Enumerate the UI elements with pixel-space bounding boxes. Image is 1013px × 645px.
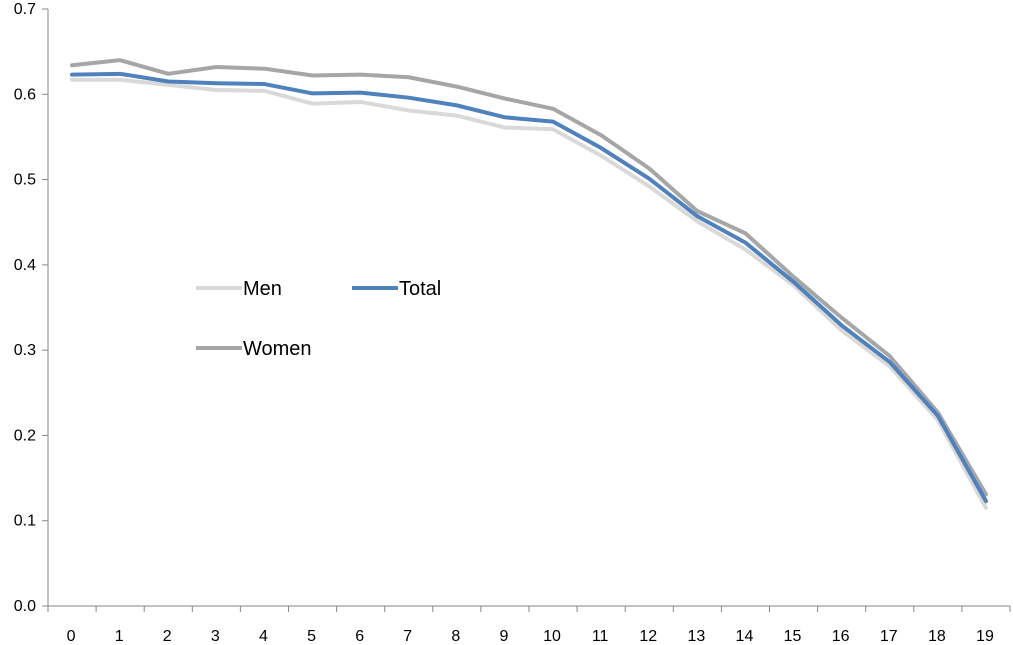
- x-tick-label: 9: [499, 628, 508, 645]
- y-tick-label: 0.2: [14, 427, 36, 444]
- chart-legend: Men Total Women: [196, 278, 441, 360]
- x-tick-label: 11: [592, 628, 609, 645]
- x-tick-label: 19: [976, 628, 994, 645]
- y-tick-label: 0.5: [14, 172, 36, 189]
- series-line-total: [70, 71, 988, 504]
- x-tick-label: 18: [928, 628, 946, 645]
- x-tick-label: 14: [736, 628, 754, 645]
- x-tick-label: 1: [115, 628, 124, 645]
- y-tick-label: 0.3: [14, 342, 36, 359]
- y-tick-label: 0.4: [14, 257, 36, 274]
- x-tick-label: 10: [543, 628, 561, 645]
- x-tick-label: 12: [639, 628, 657, 645]
- series-lines: [70, 58, 988, 510]
- x-tick-label: 15: [784, 628, 802, 645]
- x-tick-label: 4: [259, 628, 268, 645]
- x-tick-label: 3: [211, 628, 220, 645]
- x-tick-label: 8: [451, 628, 460, 645]
- legend-label-total: Total: [399, 278, 441, 300]
- y-tick-label: 0.7: [14, 1, 36, 18]
- x-tick-label: 17: [880, 628, 898, 645]
- chart-axes: 0.00.10.20.30.40.50.60.70 1 2 3 4 5 6 7 8 9 10 11 12…: [14, 1, 1011, 645]
- x-tick-label: 5: [307, 628, 316, 645]
- x-tick-label: 7: [403, 628, 412, 645]
- x-tick-label: 13: [687, 628, 705, 645]
- legend-label-women: Women: [243, 338, 312, 360]
- series-line-women: [70, 58, 988, 497]
- x-tick-label: 2: [163, 628, 172, 645]
- x-tick-label: 6: [355, 628, 364, 645]
- legend-label-men: Men: [243, 278, 282, 300]
- y-tick-label: 0.1: [14, 513, 36, 530]
- x-tick-label: 16: [832, 628, 850, 645]
- series-line-men: [70, 77, 988, 510]
- y-tick-label: 0.0: [14, 598, 36, 615]
- x-tick-label: 0: [67, 628, 76, 645]
- y-tick-label: 0.6: [14, 86, 36, 103]
